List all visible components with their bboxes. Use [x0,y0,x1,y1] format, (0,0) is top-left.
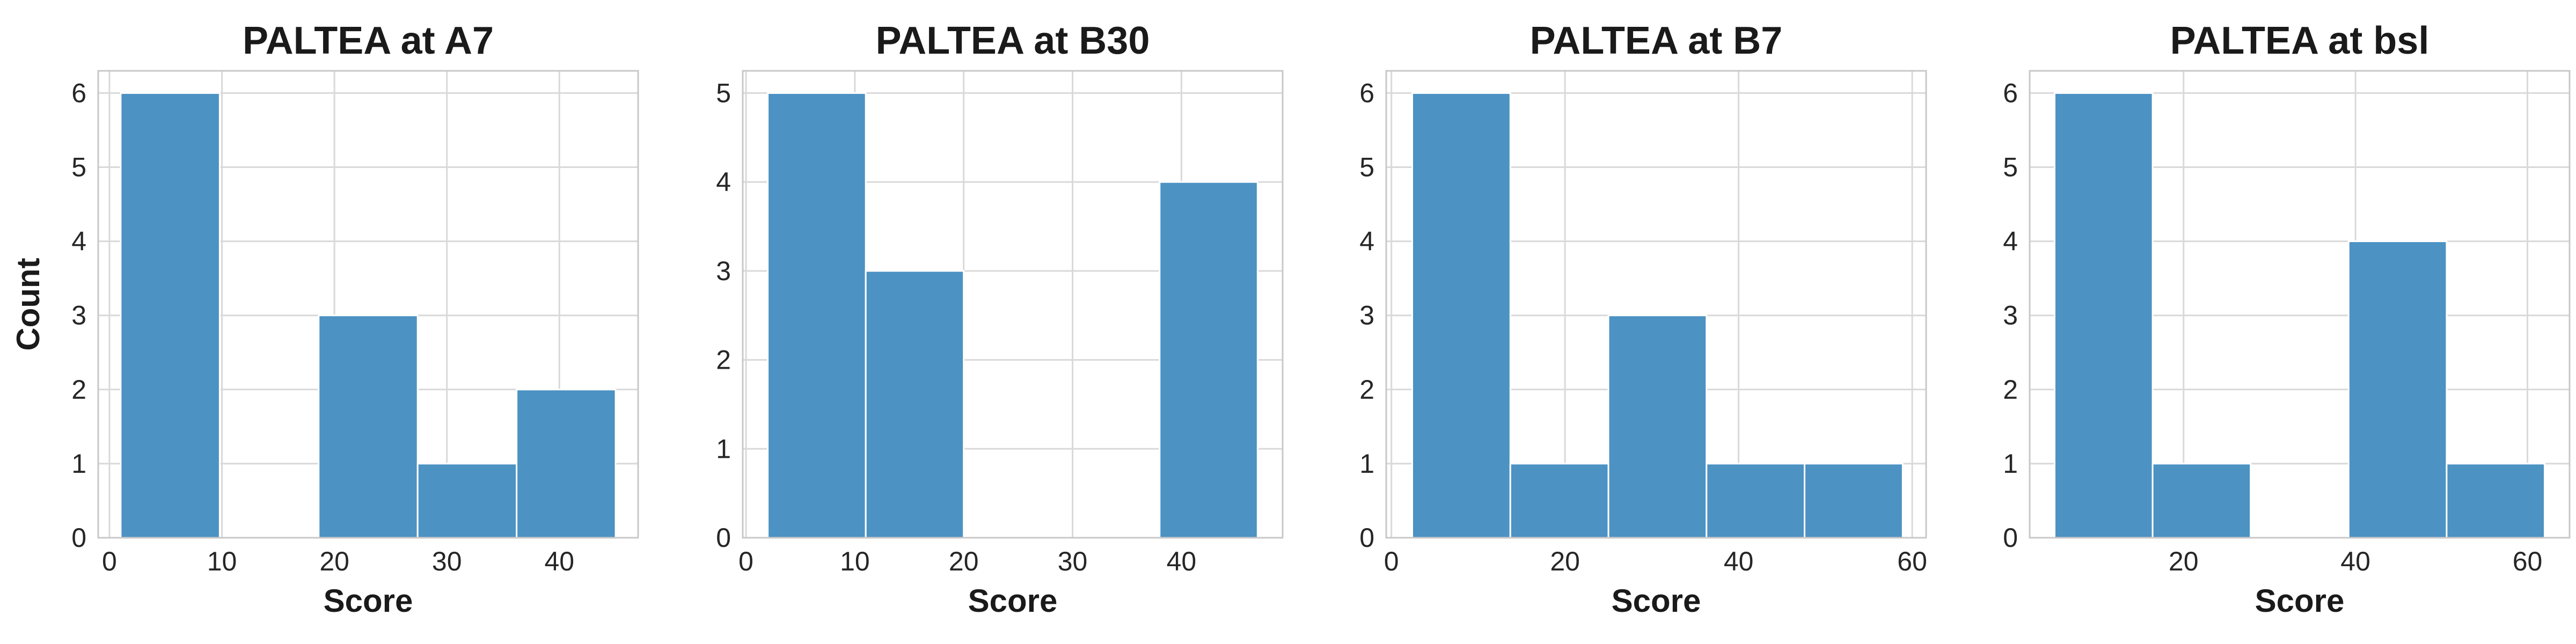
histogram-bar [2151,463,2252,539]
y-tick-label: 0 [2003,523,2018,553]
x-axis-label: Score [968,583,1058,619]
y-tick-label: 5 [716,78,731,108]
histogram-panel-3: PALTEA at B7 0 20 40 60 0 1 2 3 4 5 6 Score [1359,19,1927,619]
histogram-bar [120,92,221,539]
histogram-bar [767,92,867,539]
x-tick-label: 40 [2340,546,2370,576]
y-tick-label: 2 [2003,375,2018,405]
chart-title: PALTEA at A7 [243,19,494,62]
histogram-panel-1: PALTEA at A7 0 10 20 30 40 0 1 2 3 4 5 6 Score Count [10,19,639,619]
y-tick-label: 0 [716,523,731,553]
histogram-bar [416,463,518,539]
y-tick-label: 1 [2003,449,2018,479]
chart-title: PALTEA at bsl [2170,19,2429,62]
y-tick-label: 2 [716,345,731,375]
y-tick-label: 6 [2003,78,2018,108]
x-tick-label: 20 [949,546,979,576]
x-tick-label: 0 [102,546,117,576]
y-tick-label: 1 [716,434,731,464]
y-tick-label: 3 [2003,301,2018,331]
plot-area-frame [742,70,1284,539]
y-tick-label: 1 [1359,449,1374,479]
y-tick-label: 1 [71,449,86,479]
histogram-bar [516,389,617,539]
y-tick-label: 6 [1359,78,1374,108]
histogram-bar [1159,181,1258,539]
plot-area-frame [2029,70,2571,539]
x-tick-label: 40 [544,546,574,576]
x-axis-label: Score [324,583,413,619]
y-tick-label: 3 [71,301,86,331]
x-axis-label: Score [2255,583,2345,619]
y-tick-label: 2 [1359,375,1374,405]
x-tick-label: 0 [738,546,753,576]
x-tick-label: 20 [2169,546,2199,576]
y-tick-label: 0 [1359,523,1374,553]
x-tick-label: 10 [840,546,870,576]
y-tick-label: 4 [1359,226,1374,257]
chart-title: PALTEA at B30 [876,19,1150,62]
x-tick-label: 0 [1384,546,1399,576]
y-tick-label: 4 [2003,226,2018,257]
x-tick-label: 20 [1550,546,1580,576]
histogram-bar [318,314,419,539]
y-tick-label: 5 [2003,152,2018,182]
y-tick-label: 3 [716,256,731,286]
histogram-panel-4: PALTEA at bsl 20 40 60 0 1 2 3 4 5 6 Score [2003,19,2571,619]
histogram-bar [2053,92,2154,539]
y-tick-label: 4 [716,167,731,197]
x-tick-label: 20 [319,546,349,576]
x-tick-label: 40 [1724,546,1754,576]
y-axis-label: Count [10,258,46,350]
histogram-bar [1607,314,1708,539]
y-tick-label: 4 [71,226,86,257]
y-tick-label: 5 [1359,152,1374,182]
histogram-bar [2446,463,2546,539]
histogram-bar [1411,92,1511,539]
histogram-bar [2347,240,2448,539]
x-tick-label: 30 [1058,546,1088,576]
x-tick-label: 10 [207,546,237,576]
y-tick-label: 3 [1359,301,1374,331]
histogram-bar [1509,463,1609,539]
x-tick-label: 60 [1897,546,1927,576]
x-tick-label: 60 [2513,546,2543,576]
x-axis-label: Score [1612,583,1701,619]
histogram-panel-2: PALTEA at B30 0 10 20 30 40 0 1 2 3 4 5 Score [716,19,1284,619]
y-tick-label: 0 [71,523,86,553]
plot-area-frame [97,70,639,539]
y-tick-label: 6 [71,78,86,108]
histogram-bar [1804,463,1904,539]
histogram-bar [1706,463,1806,539]
y-tick-label: 5 [71,152,86,182]
x-tick-label: 30 [432,546,462,576]
x-tick-label: 40 [1167,546,1197,576]
y-tick-label: 2 [71,375,86,405]
histogram-bar [865,270,965,539]
chart-title: PALTEA at B7 [1530,19,1783,62]
plot-area-frame [1385,70,1927,539]
